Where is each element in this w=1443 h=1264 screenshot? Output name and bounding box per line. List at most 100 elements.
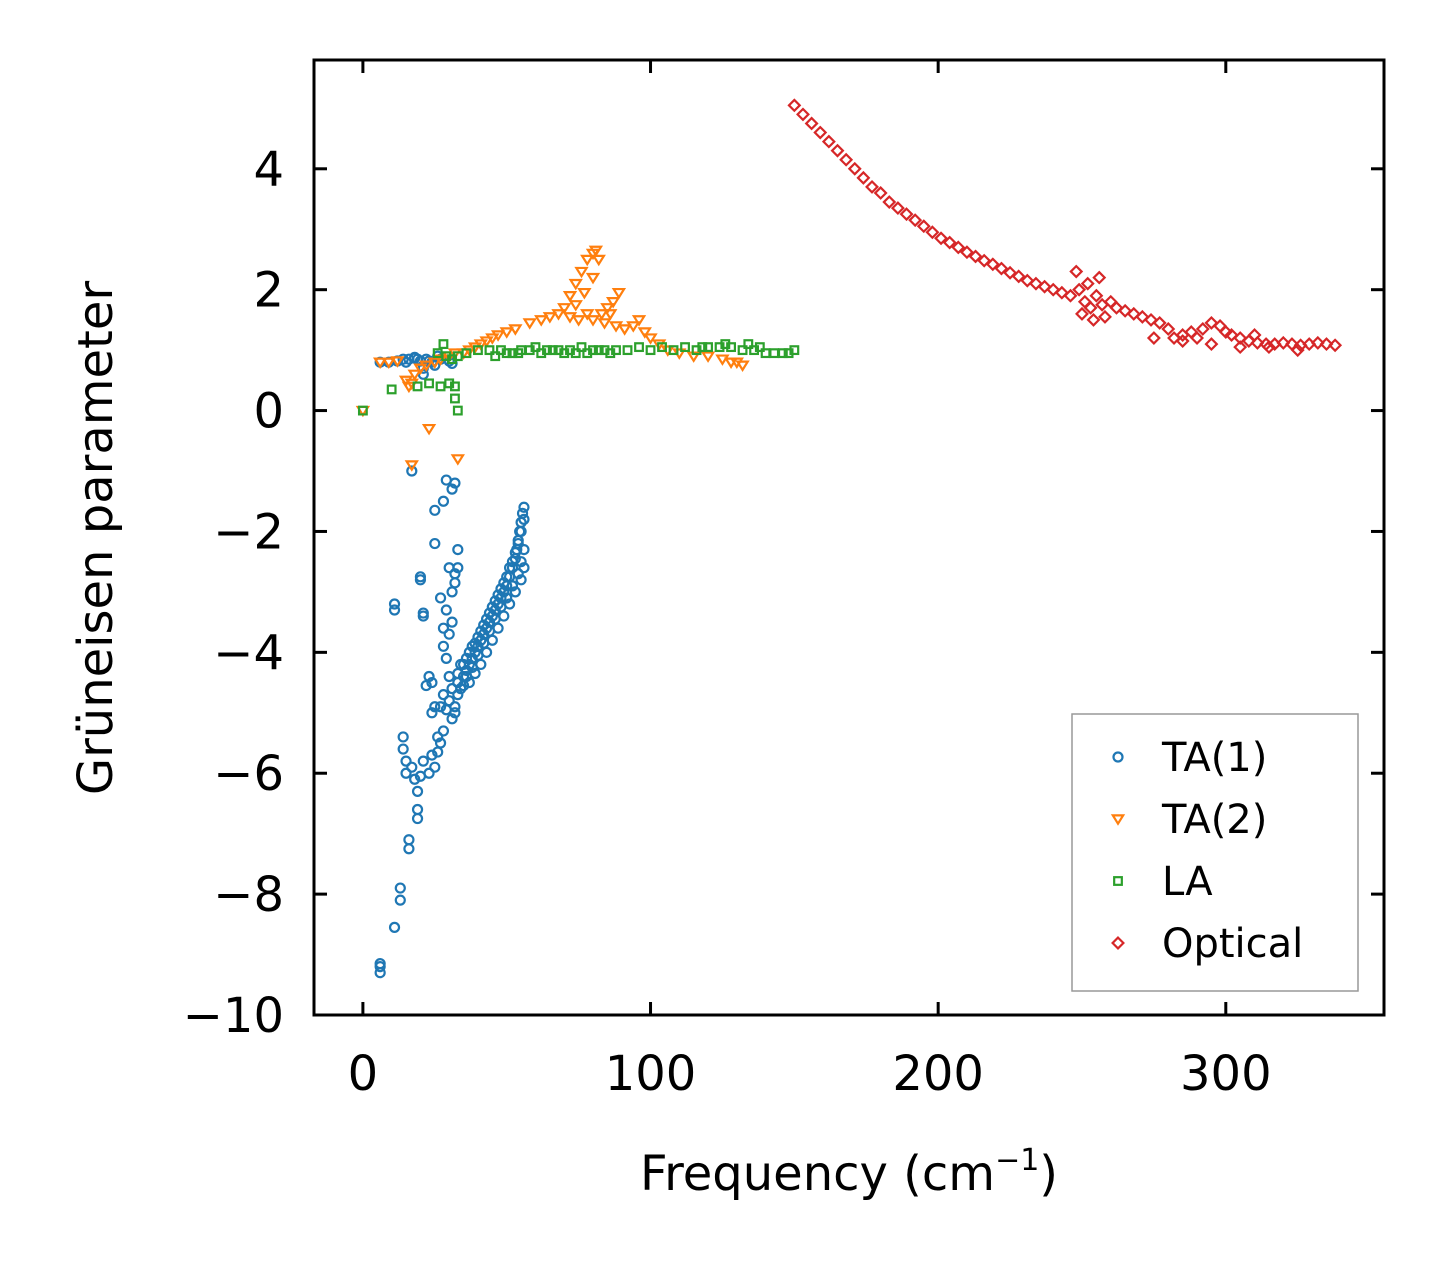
legend-label: TA(1) xyxy=(1161,735,1267,781)
x-tick-label: 0 xyxy=(348,1046,379,1102)
point-ta-1 xyxy=(506,580,519,592)
point-optical xyxy=(1224,328,1239,342)
point-ta-1 xyxy=(426,676,438,689)
point-ta-1 xyxy=(423,767,435,779)
point-ta-1 xyxy=(460,652,473,664)
point-ta-1 xyxy=(518,543,530,556)
point-ta-1 xyxy=(400,755,412,767)
point-optical xyxy=(942,235,957,250)
point-la xyxy=(424,378,434,389)
point-ta-1 xyxy=(503,598,516,610)
point-optical xyxy=(847,161,862,176)
point-ta-2 xyxy=(462,345,477,357)
point-ta-2 xyxy=(485,333,500,345)
x-axis-label-close: ) xyxy=(1039,1146,1058,1202)
point-ta-1 xyxy=(411,785,424,797)
point-ta-2 xyxy=(467,342,483,354)
point-ta-1 xyxy=(434,737,447,749)
point-optical xyxy=(1319,337,1334,352)
point-optical xyxy=(1152,315,1167,330)
point-ta-1 xyxy=(429,761,441,773)
point-ta-1 xyxy=(409,351,421,363)
point-optical xyxy=(1290,343,1305,358)
point-optical xyxy=(1086,312,1101,327)
point-ta-1 xyxy=(463,676,475,689)
point-la xyxy=(737,345,748,356)
point-la xyxy=(657,342,667,353)
point-ta-1 xyxy=(516,507,529,519)
point-ta-1 xyxy=(446,713,458,725)
y-tick-label: 0 xyxy=(253,384,284,440)
point-la xyxy=(769,348,780,359)
point-optical xyxy=(985,257,1000,272)
point-ta-2 xyxy=(390,356,405,368)
x-axis-label-superscript: −1 xyxy=(995,1143,1039,1178)
point-optical xyxy=(1146,331,1161,345)
point-optical xyxy=(1118,303,1133,318)
legend-label: TA(2) xyxy=(1161,797,1267,843)
point-la xyxy=(513,348,524,359)
legend-marker-ta-2 xyxy=(1110,814,1126,826)
point-ta-1 xyxy=(489,595,501,607)
point-ta-2 xyxy=(588,245,604,258)
point-ta-1 xyxy=(429,504,441,516)
point-ta-1 xyxy=(446,616,458,628)
point-la xyxy=(622,345,633,356)
point-ta-2 xyxy=(723,357,739,369)
point-la xyxy=(501,348,512,359)
point-la xyxy=(357,405,368,416)
point-la xyxy=(703,342,713,353)
point-optical xyxy=(994,261,1009,276)
point-ta-1 xyxy=(400,767,412,779)
legend: TA(1) TA(2) LA Optical xyxy=(1071,713,1359,992)
x-tick-label: 200 xyxy=(892,1046,984,1102)
point-ta-1 xyxy=(429,701,441,713)
point-ta-2 xyxy=(562,312,578,324)
point-optical xyxy=(925,225,940,240)
point-ta-1 xyxy=(518,562,530,574)
point-optical xyxy=(1310,335,1325,350)
point-ta-1 xyxy=(437,495,450,507)
point-ta-1 xyxy=(449,477,461,489)
point-ta-1 xyxy=(492,622,504,634)
point-optical xyxy=(787,98,802,113)
point-ta-2 xyxy=(427,357,442,369)
point-ta-2 xyxy=(608,321,624,333)
point-la xyxy=(777,348,788,359)
point-ta-2 xyxy=(372,357,388,369)
point-ta-1 xyxy=(394,894,406,906)
point-ta-1 xyxy=(417,610,429,622)
point-ta-1 xyxy=(501,592,513,604)
point-ta-2 xyxy=(450,454,465,466)
point-optical xyxy=(1204,315,1219,330)
point-ta-2 xyxy=(419,360,434,372)
point-optical xyxy=(1037,279,1052,294)
y-tick-label: 4 xyxy=(253,142,284,198)
point-la xyxy=(435,381,446,392)
point-ta-1 xyxy=(452,689,464,701)
point-ta-1 xyxy=(374,961,386,973)
point-la xyxy=(645,345,656,356)
point-la xyxy=(412,381,423,392)
point-ta-1 xyxy=(449,707,461,719)
point-la xyxy=(605,348,616,359)
point-ta-2 xyxy=(447,348,463,360)
point-la xyxy=(634,342,644,353)
point-ta-1 xyxy=(426,707,438,719)
point-ta-1 xyxy=(455,683,467,695)
point-ta-1 xyxy=(403,843,415,855)
point-optical xyxy=(1161,322,1176,336)
point-la xyxy=(593,345,604,356)
point-ta-2 xyxy=(413,363,428,375)
point-ta-1 xyxy=(443,628,455,640)
y-tick-label: −8 xyxy=(213,867,284,923)
point-la xyxy=(582,348,593,359)
point-la xyxy=(484,345,495,356)
point-ta-2 xyxy=(637,327,652,339)
point-ta-1 xyxy=(400,356,412,368)
point-la xyxy=(450,393,460,404)
point-ta-1 xyxy=(518,513,530,525)
point-ta-1 xyxy=(397,731,409,743)
point-ta-1 xyxy=(503,562,516,574)
point-optical xyxy=(899,207,914,222)
